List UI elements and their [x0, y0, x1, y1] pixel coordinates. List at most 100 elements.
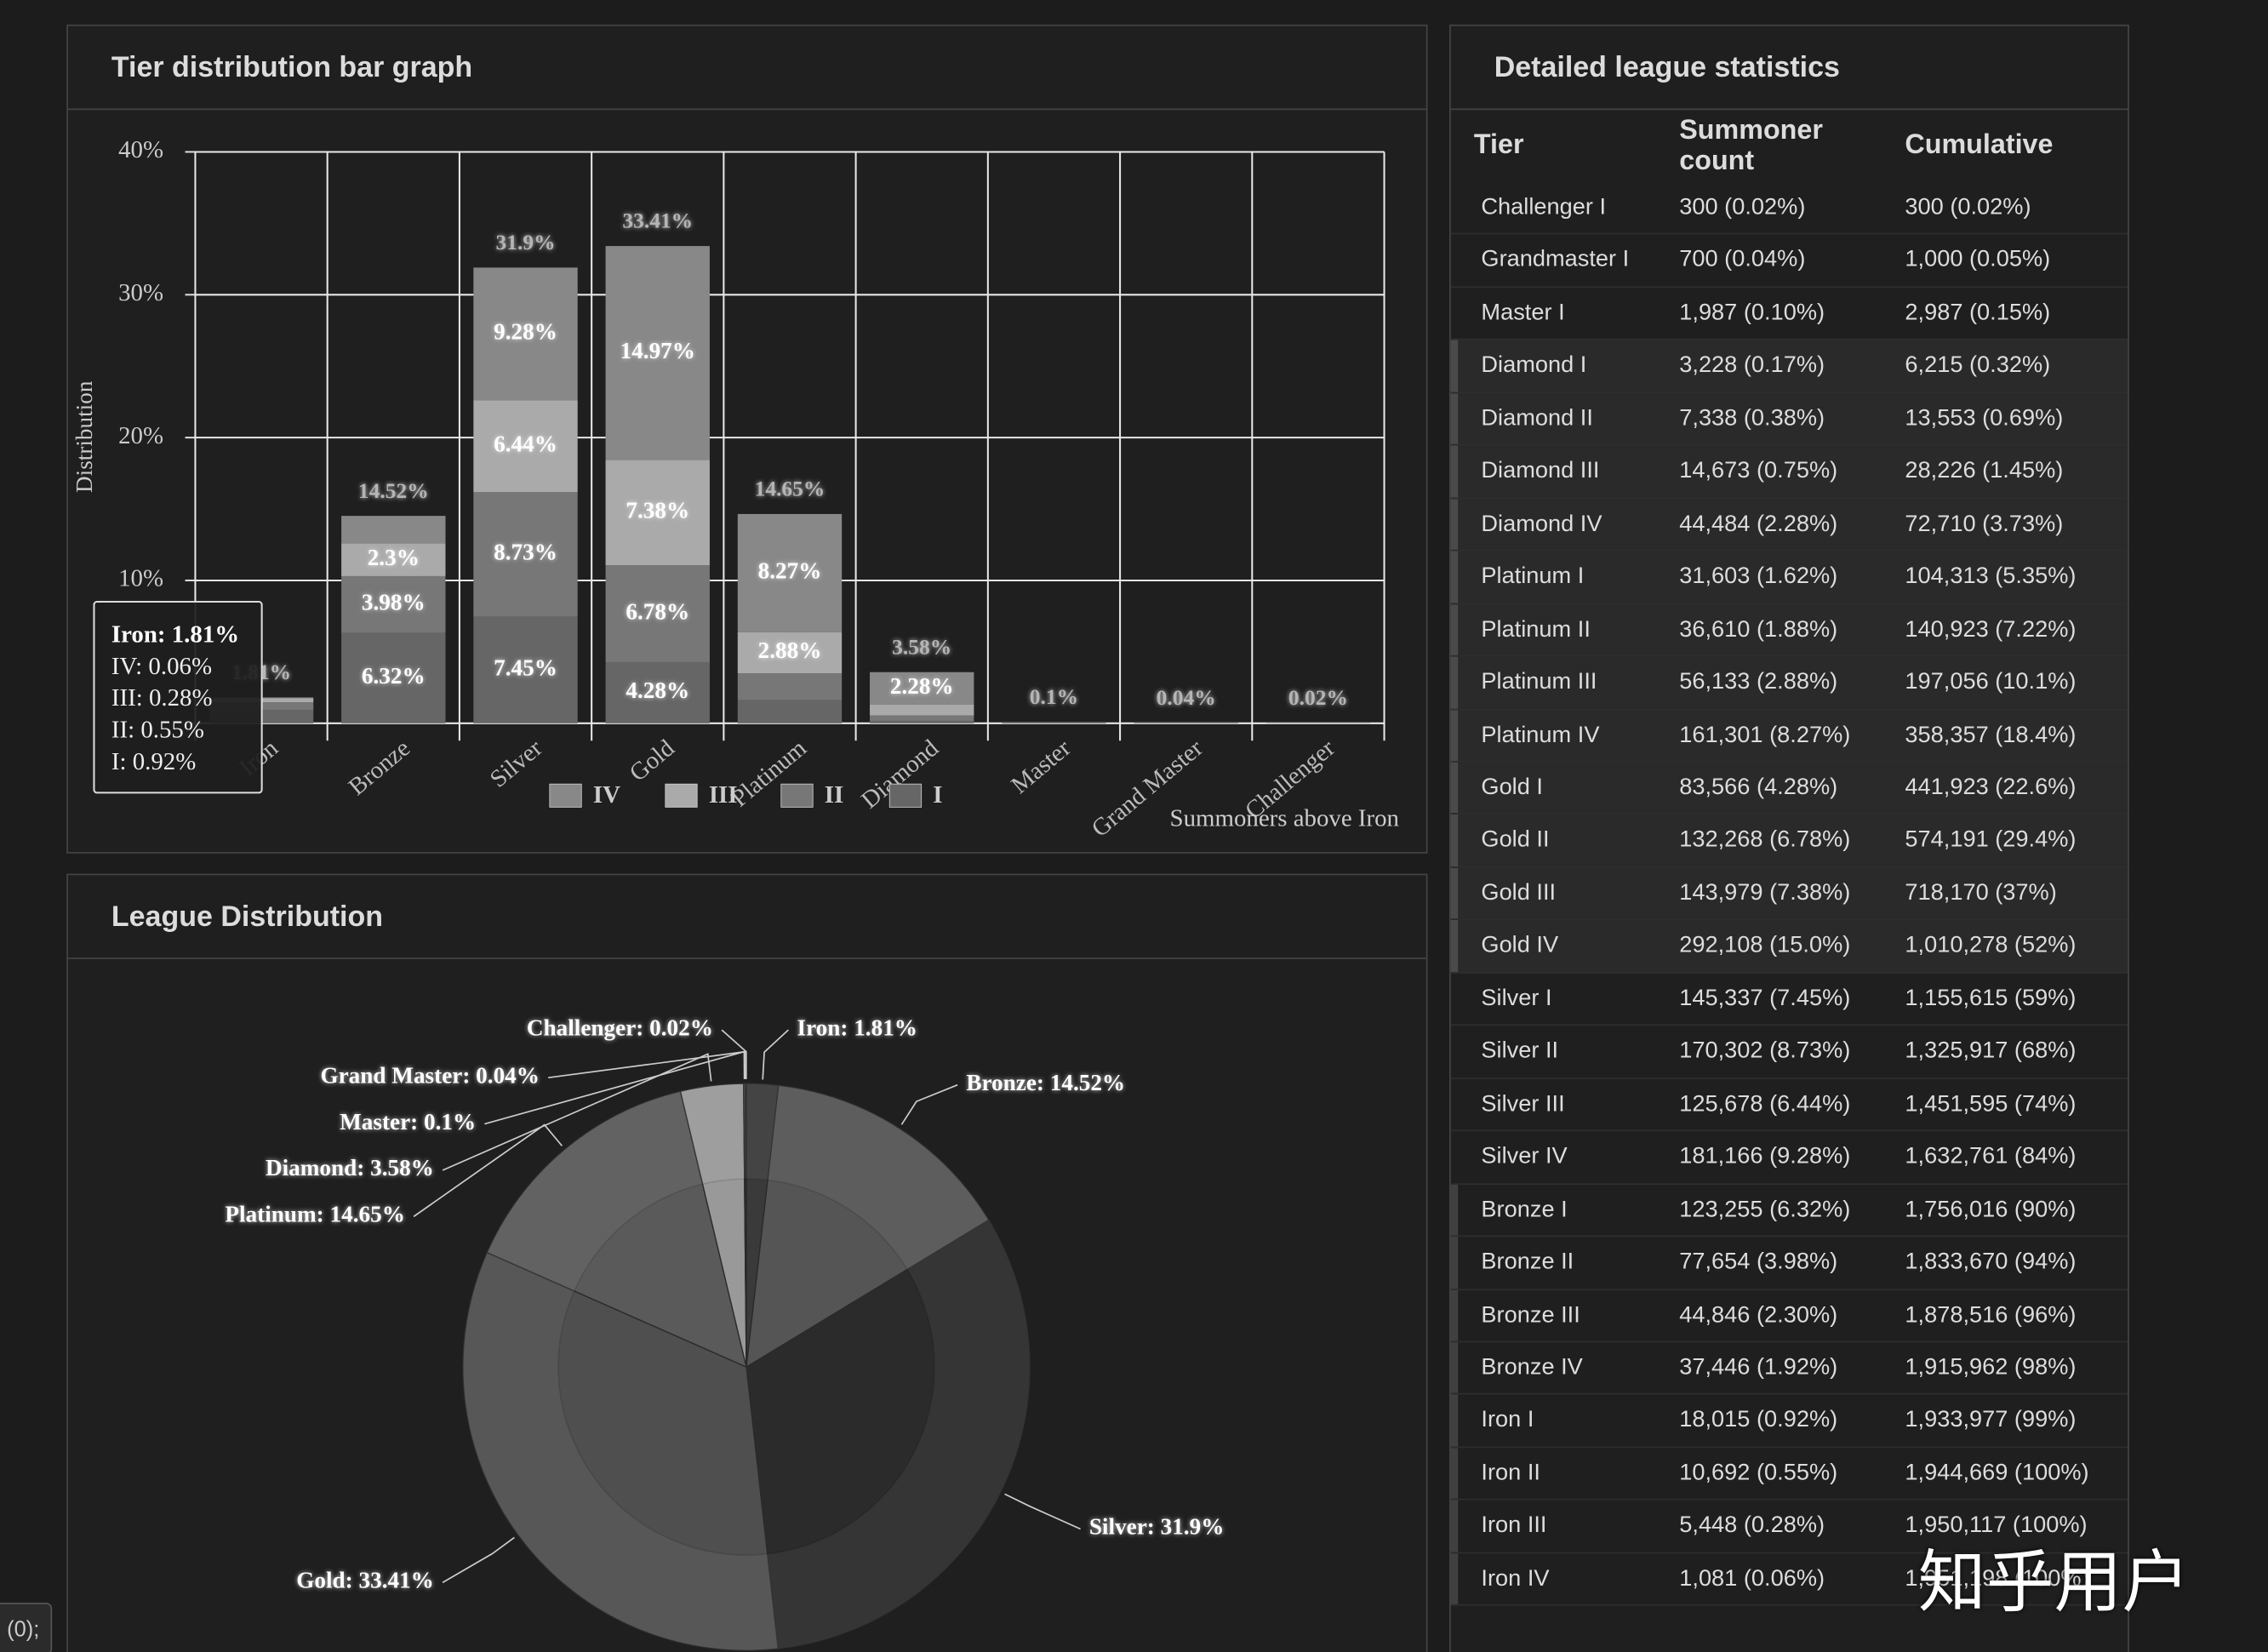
- table-row: Iron III 5,448 (0.28%) 1,950,117 (100%): [1450, 1501, 2128, 1554]
- pie-label: Platinum: 14.65%: [225, 1202, 404, 1227]
- bar-segment: [737, 632, 843, 674]
- leader-line: [762, 1029, 789, 1080]
- table-cell: 1,325,917 (68%): [1905, 1038, 2077, 1064]
- table-cell: Grandmaster I: [1481, 248, 1630, 273]
- table-cell: Iron II: [1481, 1461, 1540, 1486]
- table-panel: Detailed league statistics Tier Summoner …: [1449, 24, 2129, 1652]
- pie-label: Silver: 31.9%: [1089, 1514, 1225, 1540]
- table-cell: 28,226 (1.45%): [1905, 459, 2064, 484]
- table-cell: 170,302 (8.73%): [1679, 1038, 1851, 1064]
- table-row: Gold II 132,268 (6.78%) 574,191 (29.4%): [1450, 815, 2128, 868]
- table-cell: Bronze IV: [1481, 1355, 1583, 1380]
- x-tick-label: Gold: [625, 735, 680, 787]
- table-cell: 44,846 (2.30%): [1679, 1302, 1838, 1328]
- panel-title: League Distribution: [67, 875, 1426, 959]
- table-cell: Diamond III: [1481, 459, 1600, 484]
- pie-label: Master: 0.1%: [340, 1109, 476, 1135]
- table-cell: 300 (0.02%): [1679, 195, 1806, 220]
- table-cell: 125,678 (6.44%): [1679, 1091, 1851, 1117]
- bar-segment: [473, 400, 578, 493]
- segment-label: 8.27%: [758, 558, 822, 584]
- table-cell: 7,338 (0.38%): [1679, 406, 1825, 432]
- table-row: Iron II 10,692 (0.55%) 1,944,669 (100%): [1450, 1448, 2128, 1501]
- table-body: Challenger I 300 (0.02%) 300 (0.02%) Grandm…: [1450, 182, 2128, 1606]
- leader-line: [413, 1123, 563, 1218]
- total-label: 3.58%: [892, 634, 951, 659]
- table-row: Bronze I 123,255 (6.32%) 1,756,016 (90%): [1450, 1184, 2128, 1238]
- table-cell: 358,357 (18.4%): [1905, 723, 2077, 747]
- table-row: Silver II 170,302 (8.73%) 1,325,917 (68%): [1450, 1026, 2128, 1079]
- segment-label: 8.73%: [494, 540, 557, 565]
- segment-label: 7.38%: [626, 497, 689, 523]
- bar-segment: [473, 492, 578, 617]
- table-cell: 2,987 (0.15%): [1905, 300, 2051, 326]
- legend-label: IV: [593, 781, 620, 809]
- table-cell: 441,923 (22.6%): [1905, 775, 2077, 800]
- legend-swatch: [665, 783, 698, 808]
- segment-label: 6.32%: [362, 663, 426, 689]
- segment-label: 9.28%: [494, 319, 557, 345]
- y-tick-label: 10%: [118, 565, 163, 592]
- table-cell: Diamond IV: [1481, 512, 1602, 537]
- segment-label: 14.97%: [620, 338, 695, 363]
- table-cell: Iron IV: [1481, 1566, 1550, 1592]
- pie-label: Iron: 1.81%: [797, 1015, 917, 1040]
- table-cell: Silver IV: [1481, 1144, 1568, 1169]
- table-row: Diamond II 7,338 (0.38%) 13,553 (0.69%): [1450, 392, 2128, 446]
- table-cell: 3,228 (0.17%): [1679, 353, 1825, 379]
- bar-segment: [870, 715, 974, 721]
- table-cell: 6,215 (0.32%): [1905, 353, 2051, 379]
- column-header: Cumulative: [1905, 129, 2054, 161]
- bar-segment: [605, 565, 710, 662]
- table-cell: 1,155,615 (59%): [1905, 986, 2077, 1011]
- x-axis-title: Summoners above Iron: [1170, 804, 1399, 832]
- table-cell: Iron III: [1481, 1513, 1547, 1539]
- table-cell: Gold I: [1481, 775, 1543, 800]
- tooltip-line: IV: 0.06%: [111, 653, 212, 680]
- table-row: Bronze III 44,846 (2.30%) 1,878,516 (96%): [1450, 1289, 2128, 1343]
- table-cell: Bronze II: [1481, 1249, 1574, 1275]
- outer-ring: [462, 1083, 1031, 1651]
- table-cell: 181,166 (9.28%): [1679, 1144, 1851, 1169]
- panel-title: Detailed league statistics: [1450, 26, 2128, 111]
- tooltip-title: Iron: 1.81%: [111, 620, 239, 648]
- legend-label: II: [825, 781, 843, 809]
- table-cell: 1,933,977 (99%): [1905, 1408, 2077, 1433]
- table-cell: 574,191 (29.4%): [1905, 827, 2077, 853]
- bar-segment: [341, 543, 446, 576]
- bar-segment: [870, 704, 974, 716]
- pie-label: Bronze: 14.52%: [966, 1070, 1125, 1095]
- total-label: 0.04%: [1157, 685, 1216, 710]
- table-row: Silver IV 181,166 (9.28%) 1,632,761 (84%): [1450, 1131, 2128, 1185]
- y-tick-label: 30%: [118, 279, 163, 306]
- total-label: 14.65%: [755, 477, 826, 501]
- table-cell: 1,987 (0.10%): [1679, 300, 1825, 326]
- pie-slice: [462, 1251, 780, 1651]
- table-cell: Platinum I: [1481, 564, 1585, 590]
- table-cell: 1,000 (0.05%): [1905, 248, 2051, 273]
- x-tick-label: Master: [1006, 735, 1076, 799]
- bar-segment: [341, 575, 446, 633]
- pie-label: Diamond: 3.58%: [266, 1155, 434, 1180]
- table-cell: Gold IV: [1481, 933, 1559, 958]
- table-row: Iron IV 1,081 (0.06%) 1,951,198 (100%): [1450, 1553, 2128, 1606]
- table-row: Gold I 83,566 (4.28%) 441,923 (22.6%): [1450, 762, 2128, 815]
- leader-line: [721, 1029, 747, 1079]
- column-header: Tier: [1473, 129, 1524, 161]
- table-cell: Platinum IV: [1481, 723, 1600, 747]
- table-cell: Diamond II: [1481, 406, 1593, 432]
- y-tick-label: 20%: [118, 422, 163, 449]
- table-row: Bronze IV 37,446 (1.92%) 1,915,962 (98%): [1450, 1342, 2128, 1396]
- segment-label: 2.28%: [890, 673, 954, 699]
- table-cell: 5,448 (0.28%): [1679, 1513, 1825, 1539]
- table-cell: 1,950,117 (100%): [1905, 1513, 2088, 1539]
- table-row: Challenger I 300 (0.02%) 300 (0.02%): [1450, 182, 2128, 236]
- bar-segment: [341, 632, 446, 723]
- table-row: Platinum IV 161,301 (8.27%) 358,357 (18.4%…: [1450, 709, 2128, 763]
- total-label: 33.41%: [622, 209, 693, 233]
- table-row: Iron I 18,015 (0.92%) 1,933,977 (99%): [1450, 1395, 2128, 1449]
- table-cell: 1,756,016 (90%): [1905, 1197, 2077, 1222]
- segment-label: 2.3%: [368, 545, 420, 570]
